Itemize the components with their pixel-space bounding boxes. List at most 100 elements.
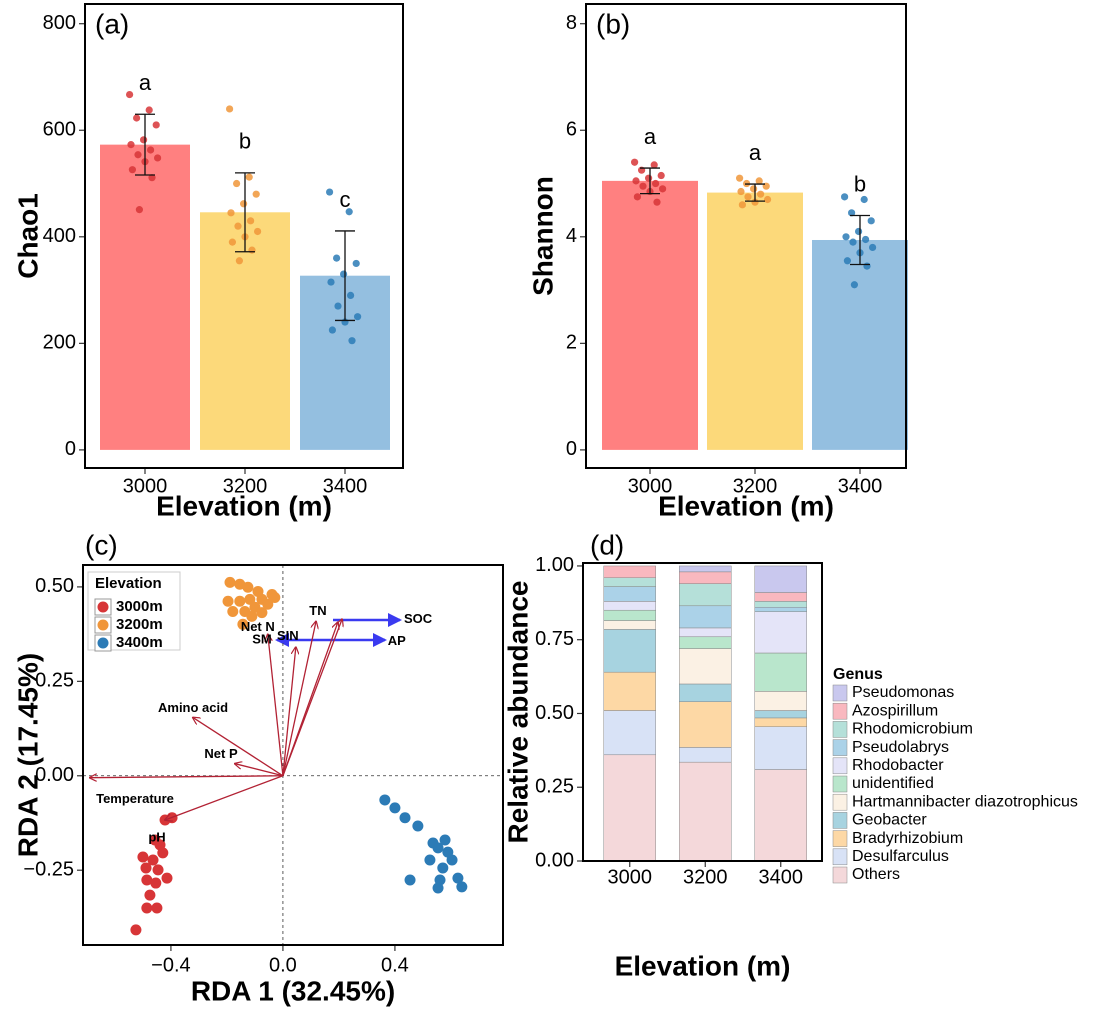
plot-frame bbox=[582, 562, 823, 862]
data-point bbox=[863, 262, 871, 270]
y-tick-label: 200 bbox=[43, 332, 76, 354]
bar bbox=[602, 180, 698, 450]
bar-segment bbox=[603, 710, 656, 756]
data-point bbox=[246, 610, 258, 622]
y-tick-label: 8 bbox=[566, 12, 577, 34]
y-tick-label: 0.25 bbox=[35, 670, 74, 692]
data-point bbox=[633, 193, 642, 201]
data-point bbox=[841, 193, 849, 201]
bar-segment bbox=[754, 565, 807, 593]
arrow-label: SOC bbox=[404, 611, 433, 626]
data-point bbox=[737, 187, 745, 196]
x-axis-title: Elevation (m) bbox=[156, 490, 332, 521]
data-point bbox=[659, 185, 667, 193]
data-point bbox=[228, 238, 236, 246]
data-point bbox=[154, 154, 162, 162]
data-point bbox=[144, 889, 156, 901]
data-point bbox=[352, 259, 360, 268]
panel-label: (c) bbox=[85, 529, 118, 560]
legend-key bbox=[832, 830, 848, 847]
x-tick-label: 0.0 bbox=[269, 954, 297, 976]
data-point bbox=[650, 161, 658, 169]
legend-label: Rhodobacter bbox=[852, 757, 944, 774]
data-point bbox=[233, 179, 241, 188]
data-point bbox=[345, 208, 353, 216]
biplot-arrow bbox=[282, 647, 296, 776]
data-point bbox=[850, 281, 859, 289]
legend-key bbox=[832, 793, 848, 811]
legend-key bbox=[832, 866, 848, 884]
data-point bbox=[632, 177, 640, 185]
legend-key bbox=[832, 757, 848, 775]
data-point bbox=[224, 576, 236, 588]
data-point bbox=[432, 842, 444, 854]
data-point bbox=[764, 195, 772, 204]
biplot-arrow bbox=[90, 776, 283, 778]
y-tick-label: 0.00 bbox=[535, 849, 574, 871]
bar-segment bbox=[679, 627, 732, 638]
data-point bbox=[240, 200, 248, 208]
data-point bbox=[227, 209, 235, 217]
legend-label: Rhodomicrobium bbox=[852, 721, 973, 738]
bar-segment bbox=[679, 583, 732, 607]
data-point bbox=[148, 174, 156, 182]
data-point bbox=[247, 217, 255, 225]
data-point bbox=[379, 794, 391, 806]
data-point bbox=[147, 854, 159, 866]
significance-letter: b bbox=[854, 171, 866, 196]
legend-key bbox=[832, 739, 848, 756]
bar-segment bbox=[754, 611, 807, 654]
data-point bbox=[326, 188, 334, 196]
data-point bbox=[244, 593, 256, 605]
legend-label: Desulfarculus bbox=[852, 848, 949, 865]
data-point bbox=[227, 605, 239, 617]
arrow-label: AP bbox=[388, 633, 406, 648]
arrow-label: Net P bbox=[204, 746, 238, 761]
legend-key bbox=[832, 684, 848, 702]
data-point bbox=[154, 839, 166, 851]
arrow-label: Amino acid bbox=[158, 700, 228, 715]
arrow-label: pH bbox=[148, 829, 165, 844]
y-axis-title: Chao1 bbox=[12, 193, 43, 279]
bar-segment bbox=[754, 717, 807, 728]
bar-segment bbox=[603, 577, 656, 587]
legend-label: Others bbox=[852, 866, 900, 883]
data-point bbox=[750, 185, 758, 193]
x-tick-label: 3400 bbox=[323, 475, 368, 497]
panel-label: (d) bbox=[590, 529, 624, 560]
x-tick-label: 3200 bbox=[223, 475, 268, 497]
legend-label: Bradyrhizobium bbox=[852, 830, 963, 847]
data-point bbox=[855, 227, 863, 236]
legend-key bbox=[832, 812, 848, 829]
data-point bbox=[128, 166, 136, 174]
data-point bbox=[657, 171, 665, 180]
data-point bbox=[152, 864, 164, 876]
data-point bbox=[736, 174, 744, 182]
bar-segment bbox=[679, 683, 732, 702]
data-point bbox=[442, 846, 454, 858]
data-point bbox=[242, 581, 254, 593]
x-axis-title: RDA 1 (32.45%) bbox=[191, 975, 395, 1006]
data-point bbox=[843, 257, 852, 265]
data-point bbox=[140, 136, 148, 144]
biplot-arrow bbox=[282, 622, 316, 776]
bar-segment bbox=[679, 571, 732, 584]
y-tick-label: 600 bbox=[43, 119, 76, 141]
data-point bbox=[226, 105, 234, 113]
data-point bbox=[862, 235, 870, 244]
x-tick-label: 3200 bbox=[733, 475, 778, 497]
bar-segment bbox=[679, 565, 732, 573]
data-point bbox=[137, 851, 149, 863]
legend-key bbox=[832, 775, 848, 793]
bar bbox=[100, 144, 190, 450]
legend-label: Azospirillum bbox=[852, 702, 938, 719]
data-point bbox=[399, 812, 411, 824]
significance-letter: b bbox=[239, 129, 251, 154]
data-point bbox=[262, 598, 274, 610]
panel-label: (b) bbox=[596, 8, 630, 39]
data-point bbox=[404, 874, 416, 886]
arrow-label: SIN bbox=[277, 628, 299, 643]
data-point bbox=[439, 834, 451, 846]
data-point bbox=[130, 924, 142, 936]
